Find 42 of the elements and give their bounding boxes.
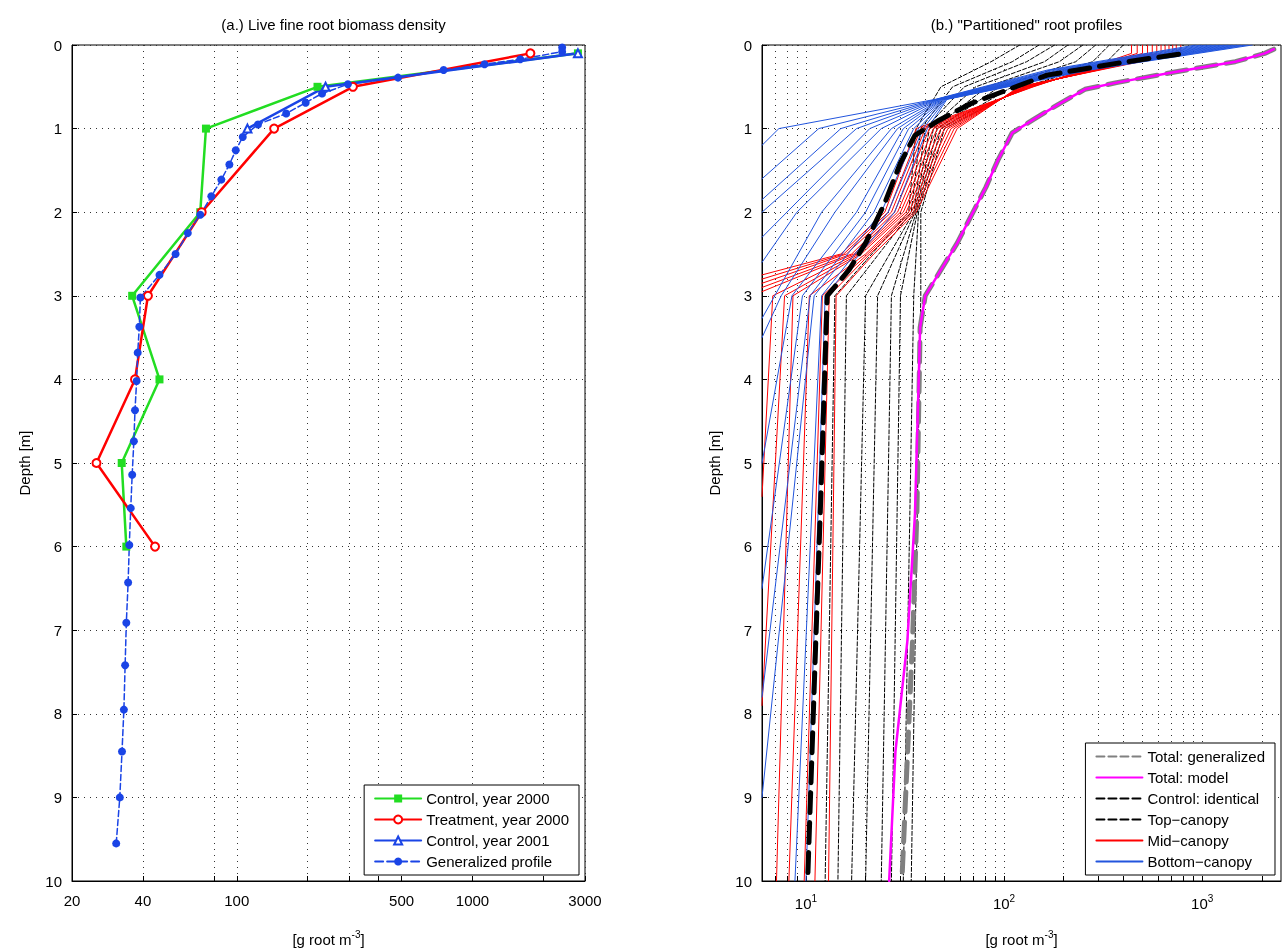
y-tick-label: 4 [743, 370, 752, 388]
y-tick-label: 7 [743, 621, 752, 639]
y-tick-label: 3 [743, 287, 752, 305]
legend-label: Control, year 2000 [426, 790, 550, 807]
y-tick-label: 4 [53, 370, 62, 388]
y-axis-title: Depth [m] [16, 430, 33, 496]
y-tick-label: 2 [743, 203, 752, 221]
y-axis-title: Depth [m] [706, 430, 723, 496]
legend-label: Total: model [1147, 769, 1229, 786]
y-tick-label: 9 [743, 788, 752, 806]
legend-label: Control, year 2001 [426, 832, 550, 849]
y-tick-label: 8 [743, 705, 752, 723]
y-tick-label: 3 [53, 287, 62, 305]
x-tick-label: 500 [389, 892, 415, 909]
x-tick-label: 3000 [568, 892, 602, 909]
legend-label: Bottom−canopy [1147, 853, 1253, 870]
y-tick-label: 9 [53, 788, 62, 806]
y-tick-label: 0 [53, 36, 62, 54]
legend-label: Mid−canopy [1147, 832, 1230, 849]
chart-title: (a.) Live fine root biomass density [221, 16, 447, 33]
legend-label: Top−canopy [1147, 811, 1230, 828]
y-tick-label: 8 [53, 705, 62, 723]
y-tick-label: 1 [53, 120, 62, 138]
legend-label: Total: generalized [1147, 748, 1265, 765]
y-tick-label: 5 [743, 454, 752, 472]
y-tick-label: 6 [743, 538, 752, 556]
y-tick-label: 2 [53, 203, 62, 221]
legend-label: Generalized profile [426, 853, 553, 870]
y-tick-label: 10 [45, 872, 62, 890]
chart-title: (b.) "Partitioned" root profiles [930, 16, 1123, 33]
y-tick-label: 0 [743, 36, 752, 54]
y-tick-label: 6 [53, 538, 62, 556]
legend-label: Control: identical [1147, 790, 1260, 807]
x-tick-label: 100 [224, 892, 250, 909]
x-tick-label: 20 [63, 892, 81, 909]
y-tick-label: 10 [735, 872, 752, 890]
y-tick-label: 5 [53, 454, 62, 472]
x-tick-label: 1000 [455, 892, 490, 909]
legend-label: Treatment, year 2000 [426, 811, 570, 828]
x-tick-label: 40 [134, 892, 152, 909]
y-tick-label: 1 [743, 120, 752, 138]
y-tick-label: 7 [53, 621, 62, 639]
